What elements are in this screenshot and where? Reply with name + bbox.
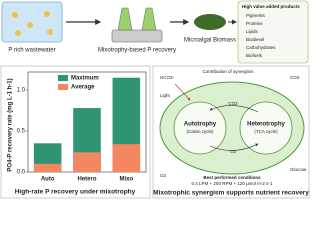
biomass <box>194 14 226 30</box>
stirrer <box>111 29 163 43</box>
hco3: HCO3- <box>160 75 175 80</box>
p-particle <box>47 29 53 35</box>
synergy: Contribution of synergism HCO3- CO2 Auto… <box>152 65 310 199</box>
synergy-caption: Mixotrophic synergism supports nutrient … <box>153 190 309 197</box>
autotrophy: Autotrophy <box>184 122 217 128</box>
tca: (TCA cycle) <box>254 129 278 134</box>
arrow <box>209 143 259 151</box>
product-item: Pigments <box>246 13 266 18</box>
x-tick-label: Auto <box>41 177 55 183</box>
x-tick-label: Hetero <box>77 177 96 183</box>
co2-mid: CO2 <box>228 101 238 106</box>
p-particle <box>44 11 50 17</box>
chart-panel <box>0 65 151 199</box>
legend-label: Average <box>71 85 95 91</box>
biomass-label: Microalgal Biomass <box>184 38 236 44</box>
legend-label: Maximum <box>71 76 99 82</box>
o2: O2 <box>230 149 237 154</box>
arrow <box>174 83 191 101</box>
best: Best performed conditions <box>203 175 261 180</box>
chart-caption: High-rate P recovery under mixotrophy <box>15 189 136 196</box>
y-tick-label: 1.0 <box>17 88 26 94</box>
autotrophy-circle <box>173 101 227 155</box>
heterotrophy-circle <box>239 101 293 155</box>
products-box <box>237 0 309 64</box>
legend-swatch <box>58 75 68 81</box>
synergy-panel <box>152 65 310 199</box>
y-tick-label: 0.0 <box>17 170 26 176</box>
calvin: (Calvin cycle) <box>186 129 214 134</box>
product-item: Biodiesel <box>246 37 264 42</box>
arrow <box>209 105 259 113</box>
flask <box>141 7 157 31</box>
light: Light <box>160 93 171 98</box>
legend-swatch <box>58 84 68 90</box>
bar <box>112 144 141 172</box>
product-item: Biofuels <box>246 53 263 58</box>
graphical-abstract: P rich wastewater Mixotrophy-based P rec… <box>0 0 310 199</box>
heterotrophy: Heterotrophy <box>247 122 285 128</box>
p-particle <box>15 30 21 36</box>
bar <box>73 152 101 172</box>
contribution: Contribution of synergism <box>202 69 253 74</box>
flask <box>117 7 133 31</box>
process-label: Mixotrophy-based P recovery <box>98 48 176 54</box>
p-particle <box>12 12 18 18</box>
conditions: 0.4 LPM + 200 RPM + 120 μmol m-2 s-1 <box>192 181 273 186</box>
y-axis-label: PO4-P recovery rate (mg L-1 h-1) <box>8 78 14 171</box>
product-item: Carbohydrates <box>246 45 276 50</box>
p-particle <box>27 22 33 28</box>
o2-out: O2 <box>160 173 167 178</box>
flow: P rich wastewater Mixotrophy-based P rec… <box>1 0 309 64</box>
wastewater-tank <box>1 1 63 43</box>
glucose: Glucose <box>290 167 307 172</box>
product-item: Lipids <box>246 29 259 34</box>
x-tick-label: Mixo <box>119 177 133 183</box>
y-tick-label: 0.5 <box>17 129 26 135</box>
wastewater-label: P rich wastewater <box>8 48 55 54</box>
co2-top: CO2 <box>290 75 300 80</box>
products-title: High value added products <box>242 4 300 9</box>
bar <box>33 163 62 172</box>
product-item: Proteins <box>246 21 263 26</box>
